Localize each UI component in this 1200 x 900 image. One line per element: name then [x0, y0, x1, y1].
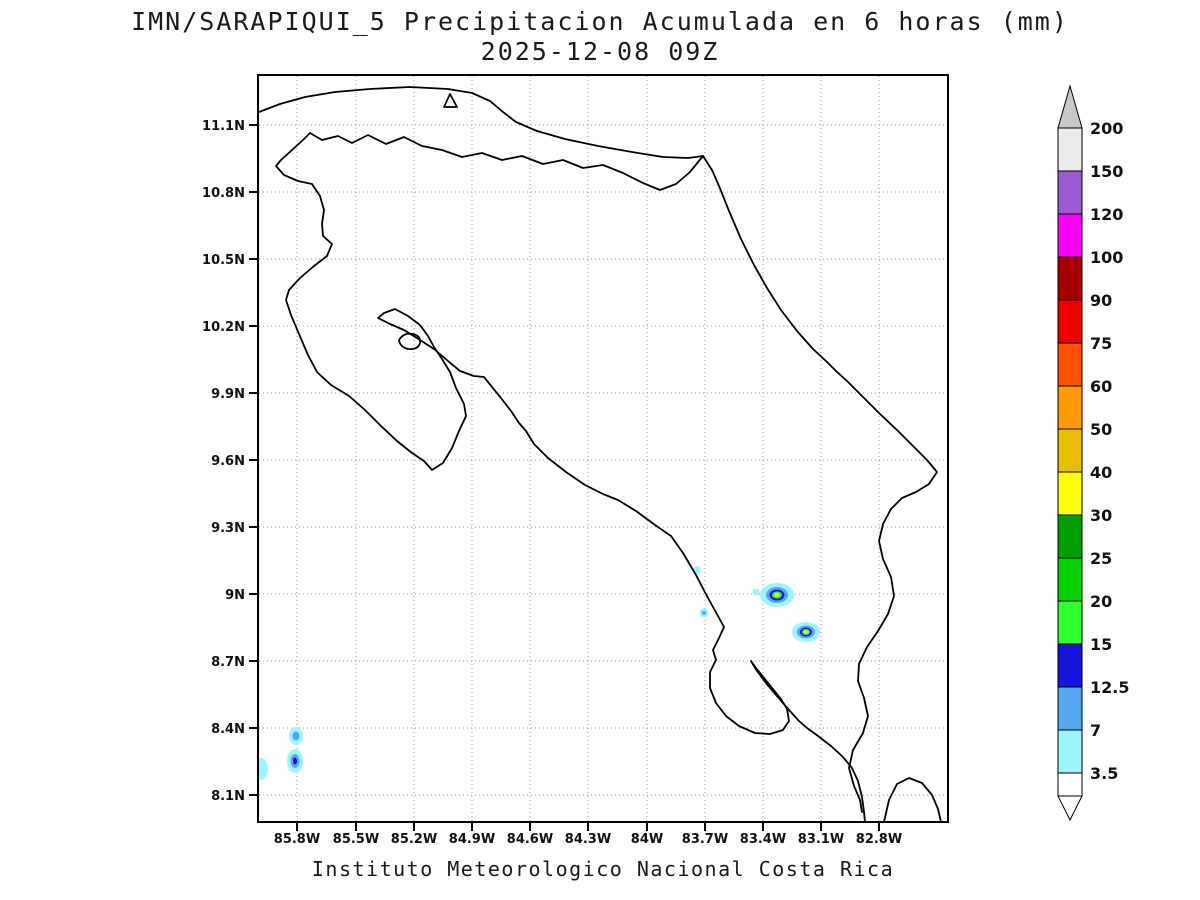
- colorbar-label: 75: [1090, 334, 1112, 353]
- precip-contour: [774, 593, 780, 597]
- colorbar-label: 7: [1090, 721, 1101, 740]
- caribbean-coast-and-panama-border: [702, 155, 938, 813]
- lat-tick-marks: [249, 124, 258, 796]
- chart-valid-time: 2025-12-08 09Z: [480, 37, 720, 66]
- lat-tick-label: 8.7N: [211, 655, 245, 670]
- lon-tick-label: 83.1W: [798, 832, 844, 847]
- colorbar-segment: [1057, 342, 1083, 387]
- colorbar-segment: [1057, 385, 1083, 430]
- lon-tick-marks: [296, 822, 880, 831]
- lon-tick-label: 84.6W: [507, 832, 553, 847]
- colorbar-segment: [1057, 772, 1083, 797]
- lat-axis-labels: 11.1N 10.8N 10.5N 10.2N 9.9N 9.6N 9.3N 9…: [202, 119, 245, 804]
- lon-axis-labels: 85.8W 85.5W 85.2W 84.9W 84.6W 84.3W 84W …: [274, 832, 902, 847]
- precip-contour: [258, 758, 268, 780]
- lon-tick-label: 85.2W: [391, 832, 437, 847]
- lat-tick-label: 10.8N: [202, 186, 245, 201]
- colorbar-segment: [1057, 471, 1083, 516]
- lake-nicaragua-shore: [258, 86, 704, 159]
- coastlines: [258, 86, 942, 822]
- colorbar-segment: [1057, 213, 1083, 258]
- precip-contour: [804, 630, 808, 634]
- colorbar-segment: [1057, 729, 1083, 774]
- colorbar-segment: [1057, 127, 1083, 172]
- colorbar-segment: [1057, 170, 1083, 215]
- precip-shading: [258, 566, 820, 780]
- colorbar-arrow-top: [1057, 84, 1083, 129]
- precip-contour: [293, 757, 297, 765]
- precip-contour: [752, 588, 760, 596]
- pacific-coastline: [275, 132, 866, 822]
- colorbar-label: 3.5: [1090, 764, 1118, 783]
- colorbar-segment: [1057, 557, 1083, 602]
- colorbar-segment: [1057, 686, 1083, 731]
- lat-tick-label: 9N: [225, 588, 245, 603]
- colorbar-label: 200: [1090, 119, 1123, 138]
- colorbar-label: 100: [1090, 248, 1123, 267]
- precip-contour: [702, 611, 706, 615]
- lake-island: [443, 93, 458, 108]
- lon-tick-label: 82.8W: [856, 832, 902, 847]
- colorbar-label: 40: [1090, 463, 1112, 482]
- colorbar-segment: [1057, 428, 1083, 473]
- colorbar-segment: [1057, 600, 1083, 645]
- map-frame: [257, 74, 949, 823]
- colorbar-labels: 200 150 120 100 90 75 60 50 40 30 25 20 …: [1090, 119, 1129, 783]
- colorbar-arrow-bottom: [1057, 795, 1083, 822]
- lat-tick-label: 9.6N: [211, 454, 245, 469]
- colorbar-label: 12.5: [1090, 678, 1129, 697]
- lon-tick-label: 84.3W: [565, 832, 611, 847]
- nicaragua-border: [309, 132, 704, 191]
- colorbar-label: 90: [1090, 291, 1112, 310]
- colorbar-label: 60: [1090, 377, 1112, 396]
- colorbar-segment: [1057, 514, 1083, 559]
- precip-contour: [292, 731, 300, 741]
- colorbar-label: 120: [1090, 205, 1123, 224]
- colorbar-label: 25: [1090, 549, 1112, 568]
- colorbar-segment: [1057, 299, 1083, 344]
- lat-tick-label: 10.2N: [202, 320, 245, 335]
- lat-tick-label: 11.1N: [202, 119, 245, 134]
- grid-lines-horizontal: [259, 124, 947, 796]
- lat-tick-label: 8.4N: [211, 722, 245, 737]
- colorbar-segment: [1057, 643, 1083, 688]
- colorbar-label: 30: [1090, 506, 1112, 525]
- lat-tick-label: 9.9N: [211, 387, 245, 402]
- colorbar-label: 150: [1090, 162, 1123, 181]
- grid-lines-vertical: [296, 76, 880, 821]
- lon-tick-label: 84W: [631, 832, 663, 847]
- lon-tick-label: 83.4W: [740, 832, 786, 847]
- colorbar-label: 15: [1090, 635, 1112, 654]
- colorbar: [1057, 84, 1083, 822]
- lat-tick-label: 8.1N: [211, 789, 245, 804]
- lon-tick-label: 84.9W: [449, 832, 495, 847]
- lon-tick-label: 85.5W: [333, 832, 379, 847]
- grid-lines: [259, 76, 947, 821]
- chart-title: IMN/SARAPIQUI_5 Precipitacion Acumulada …: [131, 7, 1069, 36]
- panama-coast: [883, 777, 942, 822]
- lat-tick-label: 10.5N: [202, 253, 245, 268]
- colorbar-label: 20: [1090, 592, 1112, 611]
- colorbar-label: 50: [1090, 420, 1112, 439]
- chira-island: [398, 332, 422, 351]
- lon-tick-label: 83.7W: [682, 832, 728, 847]
- lon-tick-label: 85.8W: [274, 832, 320, 847]
- colorbar-segment: [1057, 256, 1083, 301]
- footer-attribution: Instituto Meteorologico Nacional Costa R…: [311, 857, 895, 881]
- lat-tick-label: 9.3N: [211, 521, 245, 536]
